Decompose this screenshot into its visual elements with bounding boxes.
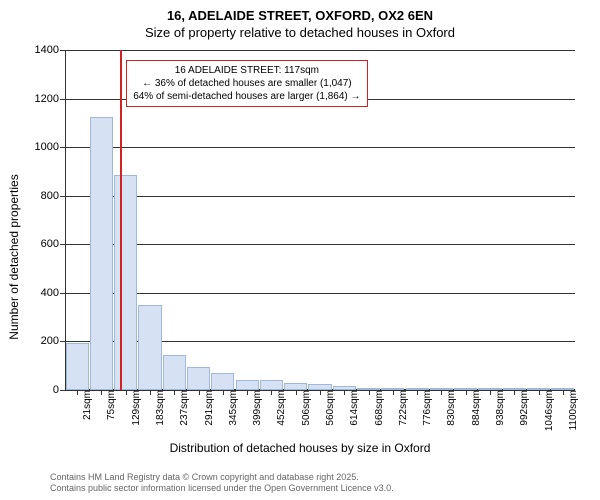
x-tick-label: 1100sqm (560, 390, 579, 430)
grid-line (65, 147, 575, 148)
x-tick-label: 129sqm (123, 390, 142, 426)
annotation-line1: 16 ADELAIDE STREET: 117sqm (133, 64, 360, 77)
grid-line (65, 196, 575, 197)
y-tick-label: 0 (53, 384, 65, 396)
x-axis-label: Distribution of detached houses by size … (0, 441, 600, 455)
x-tick-label: 399sqm (244, 390, 263, 426)
y-tick-label: 400 (41, 287, 65, 299)
x-tick-label: 291sqm (196, 390, 215, 426)
histogram-bar (163, 355, 186, 390)
x-tick-label: 21sqm (74, 390, 93, 420)
histogram-bar (211, 373, 234, 390)
annotation-box: 16 ADELAIDE STREET: 117sqm← 36% of detac… (126, 60, 367, 107)
annotation-line2: ← 36% of detached houses are smaller (1,… (133, 77, 360, 90)
chart-subtitle: Size of property relative to detached ho… (0, 25, 600, 40)
annotation-line3: 64% of semi-detached houses are larger (… (133, 90, 360, 103)
x-tick-label: 722sqm (390, 390, 409, 426)
attribution-footer: Contains HM Land Registry data © Crown c… (50, 472, 394, 494)
x-tick-label: 237sqm (171, 390, 190, 426)
y-tick-label: 1200 (35, 93, 65, 105)
x-tick-label: 183sqm (147, 390, 166, 426)
y-tick-label: 200 (41, 335, 65, 347)
histogram-bar (90, 117, 113, 390)
x-tick-label: 992sqm (511, 390, 530, 426)
y-axis-label: Number of detached properties (7, 174, 21, 339)
x-tick-label: 75sqm (98, 390, 117, 420)
histogram-bar (138, 305, 161, 390)
y-tick-label: 1400 (35, 44, 65, 56)
y-tick-label: 800 (41, 190, 65, 202)
x-tick-label: 938sqm (487, 390, 506, 426)
y-tick-label: 600 (41, 238, 65, 250)
x-tick-label: 776sqm (414, 390, 433, 426)
histogram-bar (260, 380, 283, 390)
x-tick-label: 345sqm (220, 390, 239, 426)
chart-title: 16, ADELAIDE STREET, OXFORD, OX2 6EN (0, 8, 600, 23)
x-tick-label: 884sqm (463, 390, 482, 426)
footer-line2: Contains public sector information licen… (50, 483, 394, 494)
x-tick-label: 452sqm (268, 390, 287, 426)
x-tick-label: 506sqm (293, 390, 312, 426)
histogram-bar (66, 343, 89, 390)
plot-area: 020040060080010001200140021sqm75sqm129sq… (65, 50, 575, 390)
grid-line (65, 244, 575, 245)
chart-container: 16, ADELAIDE STREET, OXFORD, OX2 6EN Siz… (0, 0, 600, 500)
x-tick-label: 668sqm (366, 390, 385, 426)
histogram-bar (187, 367, 210, 390)
grid-line (65, 50, 575, 51)
property-marker-line (120, 50, 122, 390)
grid-line (65, 293, 575, 294)
histogram-bar (284, 383, 307, 390)
y-axis (65, 50, 66, 390)
x-tick-label: 614sqm (341, 390, 360, 426)
histogram-bar (114, 175, 137, 390)
histogram-bar (236, 380, 259, 390)
x-tick-label: 830sqm (438, 390, 457, 426)
y-tick-label: 1000 (35, 141, 65, 153)
footer-line1: Contains HM Land Registry data © Crown c… (50, 472, 394, 483)
x-tick-label: 560sqm (317, 390, 336, 426)
x-tick-label: 1046sqm (536, 390, 555, 431)
